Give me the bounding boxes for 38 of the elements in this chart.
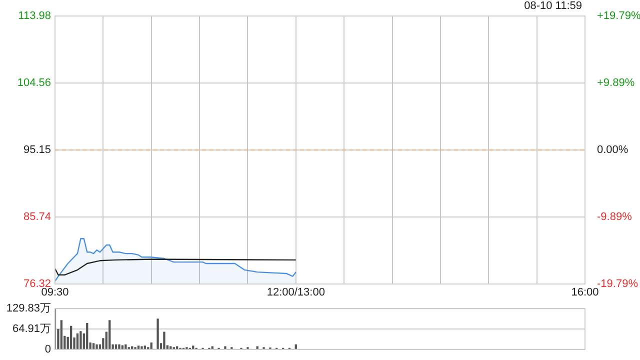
y2-tick-label: -9.89% [597, 210, 632, 223]
bar [192, 346, 194, 350]
y2-tick-label: +19.79% [597, 10, 640, 22]
bar [60, 320, 63, 350]
bar [76, 333, 79, 350]
bar [224, 346, 226, 350]
y-tick-label: 64.91万 [12, 323, 51, 336]
bar [176, 346, 178, 350]
bar [137, 346, 140, 350]
bar [170, 346, 172, 350]
bar [70, 326, 72, 350]
y-tick-label: 104.56 [17, 77, 51, 90]
text: 08-10 11:59 [524, 0, 582, 12]
y-tick-label: 0 [44, 343, 51, 356]
bar [96, 344, 98, 350]
y-tick-label: 95.15 [23, 144, 51, 156]
bar [144, 346, 146, 350]
x-tick-label: 09:30 [41, 286, 69, 299]
bar [131, 346, 134, 350]
x-tick-label: 12:00/13:00 [266, 286, 325, 299]
bar [150, 342, 152, 350]
bar [156, 318, 159, 350]
y2-tick-label: 0.00% [597, 144, 628, 156]
bar [211, 346, 214, 350]
y-tick-label: 85.74 [23, 210, 51, 223]
y2-tick-label: -19.79% [597, 278, 638, 290]
bar [256, 346, 258, 350]
bar [140, 346, 143, 350]
y2-tick-label: +9.89% [597, 77, 635, 90]
bar [118, 344, 120, 350]
bar [80, 331, 82, 350]
bar [108, 320, 111, 350]
y-tick-label: 113.98 [18, 10, 51, 22]
bar [92, 343, 95, 350]
x-tick-label: 16:00 [571, 286, 599, 299]
bar [163, 332, 166, 350]
bar [86, 322, 88, 350]
y-tick-label: 129.83万 [6, 302, 51, 315]
